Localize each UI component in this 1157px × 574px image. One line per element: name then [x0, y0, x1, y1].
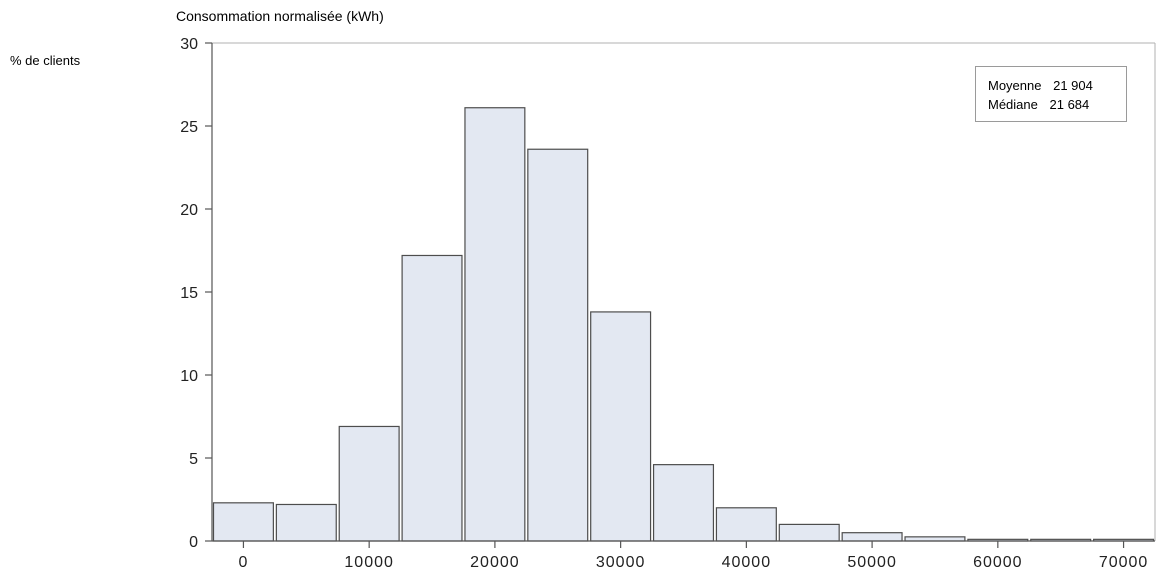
- histogram-bar: [652, 464, 715, 542]
- y-axis-label: % de clients: [10, 53, 81, 68]
- x-tick-label: 50000: [847, 554, 897, 571]
- y-tick-label: 5: [189, 451, 198, 468]
- stats-box: Moyenne 21 904 Médiane 21 684: [975, 66, 1127, 122]
- y-tick-label: 15: [180, 285, 198, 302]
- stats-label-mean: Moyenne: [988, 78, 1042, 93]
- x-tick-label: 20000: [470, 554, 520, 571]
- x-tick-label: 30000: [596, 554, 646, 571]
- stats-value-median: 21 684: [1049, 97, 1090, 112]
- histogram-bar: [275, 503, 337, 542]
- histogram-bar: [778, 523, 840, 542]
- histogram-bar: [401, 254, 463, 542]
- histogram-bar: [904, 536, 966, 542]
- x-tick-label: 60000: [973, 554, 1023, 571]
- histogram-bar: [841, 532, 903, 542]
- x-tick-label: 10000: [344, 554, 394, 571]
- stats-label-median: Médiane: [988, 97, 1038, 112]
- x-tick-label: 70000: [1099, 554, 1149, 571]
- chart-title: Consommation normalisée (kWh): [176, 8, 384, 24]
- y-tick-label: 0: [189, 534, 198, 551]
- histogram-bar: [715, 507, 777, 542]
- y-tick-label: 30: [180, 36, 198, 53]
- stats-row-mean: Moyenne 21 904: [988, 76, 1126, 95]
- y-tick-label: 25: [180, 119, 198, 136]
- y-tick-label: 20: [180, 202, 198, 219]
- x-tick-label: 40000: [722, 554, 772, 571]
- histogram-bar: [464, 107, 526, 542]
- histogram-bar: [212, 502, 274, 542]
- x-tick-label: 0: [238, 554, 248, 571]
- stats-row-median: Médiane 21 684: [988, 95, 1126, 114]
- histogram-bar: [527, 148, 589, 542]
- y-tick-label: 10: [180, 368, 198, 385]
- stats-value-mean: 21 904: [1053, 78, 1093, 93]
- histogram-bar: [338, 425, 400, 542]
- histogram-bar: [590, 311, 652, 542]
